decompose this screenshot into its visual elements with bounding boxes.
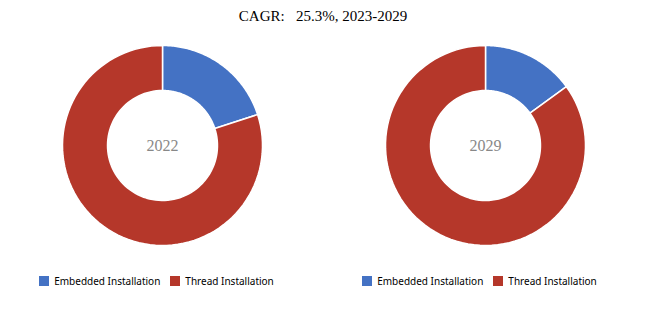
html-text:Embedded Installation: Embedded Installation: [377, 273, 484, 288]
html-text:CAGR: 25.3%, 2023-2029: CAGR: 25.3%, 2023-2029: [238, 8, 408, 24]
html-text:Embedded Installation: Embedded Installation: [54, 273, 161, 288]
html-text:Thread Installation: Thread Installation: [185, 273, 274, 288]
svg-text:2029: 2029: [469, 137, 501, 154]
html-text:Thread Installation: Thread Installation: [508, 273, 597, 288]
svg-text:2022: 2022: [146, 137, 178, 154]
